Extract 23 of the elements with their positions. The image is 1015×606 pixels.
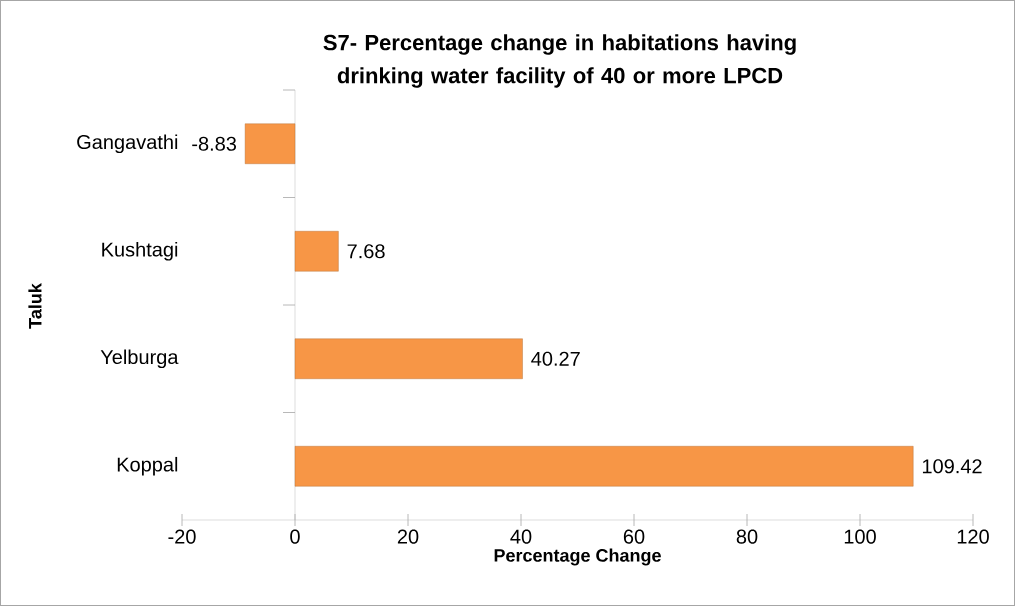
y-axis-title: Taluk	[28, 283, 42, 329]
y-tick-label: Kushtagi	[102, 241, 178, 261]
y-tick-label: Yelburga	[100, 349, 179, 369]
y-tick-label: Koppal	[117, 456, 178, 476]
bar	[294, 338, 523, 379]
data-label: -8.83	[192, 136, 237, 151]
data-label: 109.42	[922, 459, 982, 474]
x-tick-label: 100	[844, 529, 876, 544]
bar	[294, 231, 339, 272]
x-tick-label: 80	[736, 529, 758, 544]
x-tick-label: 20	[397, 529, 419, 544]
data-label: 40.27	[531, 351, 580, 366]
chart-title: S7- Percentage change in habitations having drinking water facility of 40 or more LPCD	[323, 34, 796, 88]
x-tick-label: 0	[290, 529, 300, 544]
x-axis-title: Percentage Change	[494, 548, 661, 566]
x-tick-label: 40	[510, 529, 532, 544]
x-tick-label: 60	[623, 529, 645, 544]
bar	[244, 123, 296, 164]
x-tick-label: -20	[168, 529, 196, 544]
x-tick-label: 120	[957, 529, 989, 544]
y-tick-label: Gangavathi	[77, 134, 178, 154]
bar	[294, 446, 914, 487]
data-label: 7.68	[347, 244, 385, 259]
